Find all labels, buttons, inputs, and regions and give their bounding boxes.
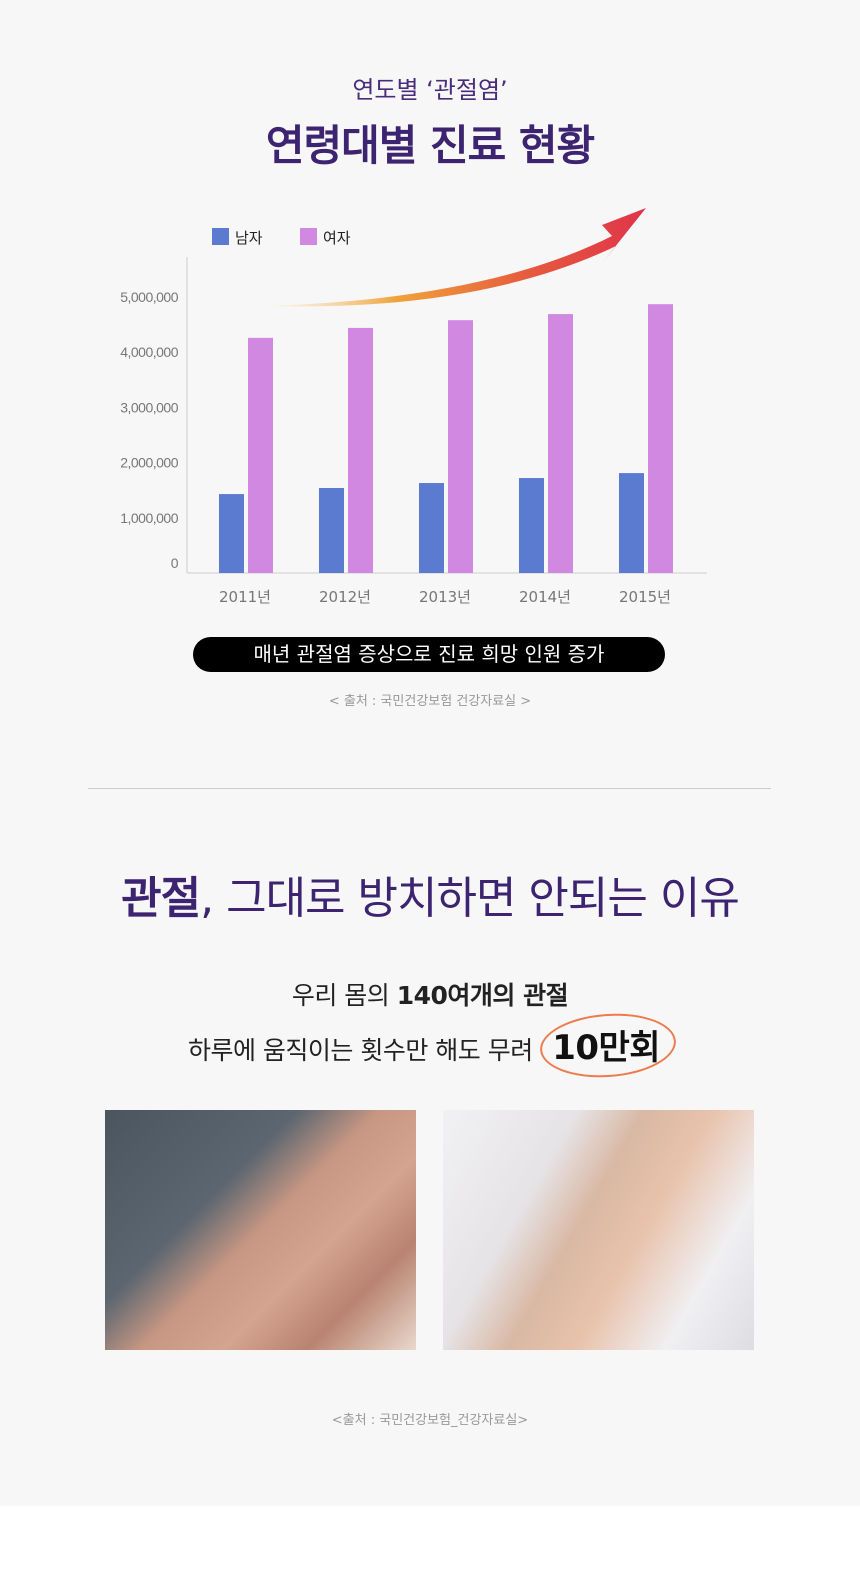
- movement-count-line: 하루에 움직이는 횟수만 해도 무려 10만회: [0, 1020, 860, 1069]
- bar-male-2012년: [319, 487, 344, 573]
- x-tick-label: 2013년: [419, 588, 471, 606]
- legend-label: 여자: [323, 229, 351, 247]
- bar-male-2014년: [519, 478, 544, 573]
- y-tick-label: 1,000,000: [120, 510, 178, 526]
- y-tick-label: 0: [171, 555, 179, 571]
- bar-chart: 0 1,000,000 2,000,000 3,000,000 4,000,000 5,0…: [120, 208, 707, 606]
- line1-text: 우리 몸의: [291, 981, 397, 1010]
- bar-female-2011년: [248, 337, 273, 573]
- chart-title: 연령대별 진료 현황: [265, 121, 595, 170]
- y-tick-label: 2,000,000: [120, 455, 178, 471]
- section-divider: [88, 788, 771, 789]
- heading-rest: , 그대로 방치하면 안되는 이유: [200, 873, 740, 924]
- section-heading: 관절, 그대로 방치하면 안되는 이유: [0, 862, 860, 926]
- legend-swatch: [212, 228, 229, 245]
- heading-bold: 관절: [121, 873, 201, 924]
- y-tick-label: 3,000,000: [120, 399, 178, 415]
- source-note-2: <출처 : 국민건강보험_건강자료실>: [331, 1413, 529, 1428]
- bar-female-2015년: [648, 304, 673, 573]
- joint-count-line: 우리 몸의 140여개의 관절: [0, 976, 860, 1012]
- bar-female-2012년: [348, 327, 373, 573]
- trend-arrow-icon: [262, 208, 646, 307]
- bar-female-2013년: [448, 320, 473, 573]
- line2-text: 하루에 움직이는 횟수만 해도 무려: [187, 1036, 541, 1065]
- elbow-pain-photo: [443, 1110, 754, 1350]
- chart-subtitle: 연도별 ‘관절염’: [352, 76, 508, 104]
- line1-bold: 140여개의 관절: [396, 981, 569, 1010]
- y-tick-label: 4,000,000: [120, 344, 178, 360]
- x-tick-label: 2014년: [519, 588, 571, 606]
- legend-swatch: [300, 228, 317, 245]
- x-tick-label: 2012년: [319, 588, 371, 606]
- bar-male-2011년: [219, 494, 244, 573]
- source-note: < 출처 : 국민건강보험 건강자료실 >: [328, 694, 532, 709]
- x-tick-label: 2015년: [619, 588, 671, 606]
- y-tick-label: 5,000,000: [120, 289, 178, 305]
- knee-pain-photo: [105, 1110, 416, 1350]
- bar-female-2014년: [548, 314, 573, 573]
- bar-male-2013년: [419, 483, 444, 573]
- summary-banner: 매년 관절염 증상으로 진료 희망 인원 증가: [193, 637, 665, 672]
- bar-male-2015년: [619, 473, 644, 573]
- x-tick-label: 2011년: [219, 588, 271, 606]
- legend-label: 남자: [235, 229, 263, 247]
- circled-highlight: 10만회: [540, 1020, 672, 1069]
